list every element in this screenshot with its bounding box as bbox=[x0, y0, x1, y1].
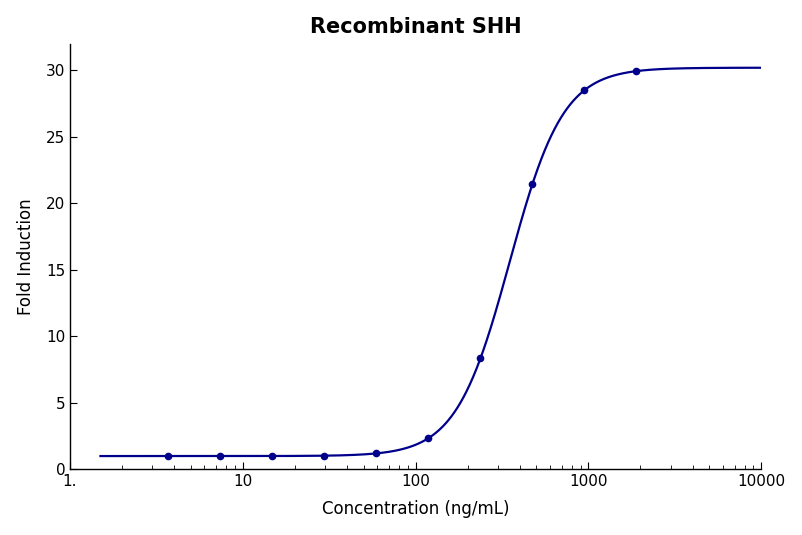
X-axis label: Concentration (ng/mL): Concentration (ng/mL) bbox=[322, 500, 509, 518]
Title: Recombinant SHH: Recombinant SHH bbox=[310, 17, 521, 37]
Y-axis label: Fold Induction: Fold Induction bbox=[17, 198, 34, 315]
